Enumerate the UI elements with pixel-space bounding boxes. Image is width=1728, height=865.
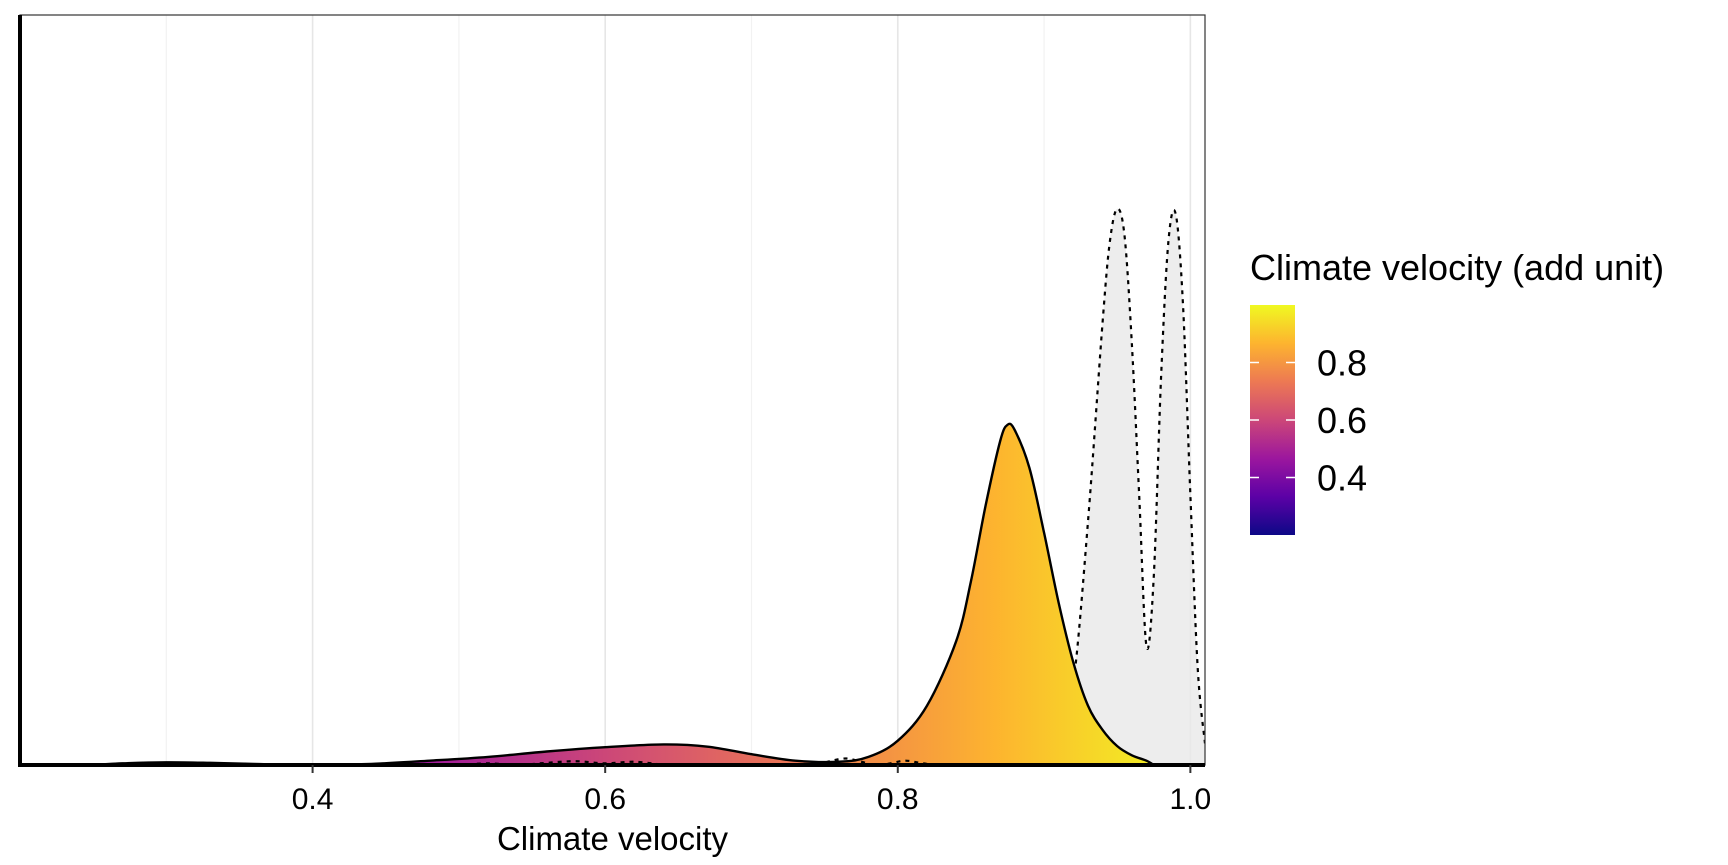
x-tick-label-0: 0.4 (292, 783, 334, 816)
density-fill-main (93, 423, 1154, 765)
legend-tick-label-1: 0.6 (1317, 400, 1367, 441)
legend-title: Climate velocity (add unit) (1250, 247, 1664, 288)
grid-lines (165, 15, 1192, 765)
density-outline-dotted-4 (816, 757, 935, 765)
x-tick-label-1: 0.6 (584, 783, 626, 816)
legend: Climate velocity (add unit) 0.4 0.6 0.8 (1250, 247, 1664, 535)
x-tick-label-3: 1.0 (1170, 783, 1212, 816)
legend-tick-label-0: 0.4 (1317, 458, 1367, 499)
x-axis-title: Climate velocity (497, 820, 729, 857)
x-tick-labels: 0.4 0.6 0.8 1.0 (292, 765, 1211, 816)
axes (18, 15, 1205, 767)
legend-ticks: 0.4 0.6 0.8 (1250, 343, 1367, 499)
density-outline-dotted-3 (458, 760, 664, 765)
x-tick-label-2: 0.8 (877, 783, 919, 816)
density-fill-dotted-1 (1014, 208, 1205, 765)
legend-tick-label-2: 0.8 (1317, 343, 1367, 384)
